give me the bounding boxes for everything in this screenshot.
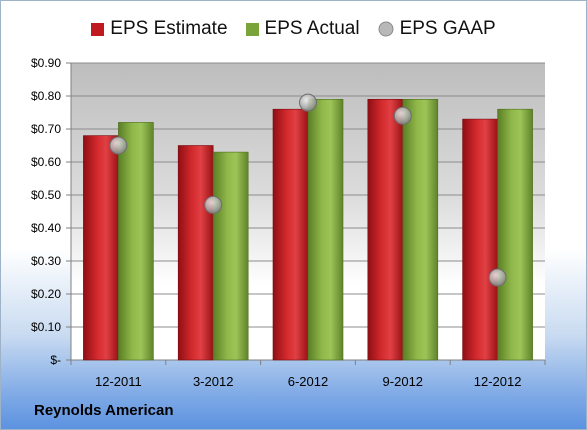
y-tick-label: $- xyxy=(50,353,61,367)
company-name: Reynolds American xyxy=(34,402,174,419)
x-tick-label: 9-2012 xyxy=(383,374,423,389)
y-tick-label: $0.40 xyxy=(31,221,61,235)
legend: EPS Estimate EPS Actual EPS GAAP xyxy=(1,15,586,43)
marker-eps-gaap xyxy=(488,268,507,287)
marker-eps-gaap xyxy=(109,136,128,155)
bar-eps-actual xyxy=(212,151,249,361)
bar-eps-actual xyxy=(402,99,439,361)
y-tick-label: $0.30 xyxy=(31,254,61,268)
y-tick-label: $0.50 xyxy=(31,188,61,202)
legend-swatch-gaap xyxy=(378,21,394,37)
y-tick-label: $0.10 xyxy=(31,320,61,334)
x-tick-label: 3-2012 xyxy=(193,374,233,389)
bar-eps-actual xyxy=(307,99,344,361)
legend-label-estimate: EPS Estimate xyxy=(110,18,228,39)
legend-item-actual: EPS Actual xyxy=(245,18,360,40)
y-tick-label: $0.80 xyxy=(31,89,61,103)
legend-swatch-actual xyxy=(245,22,259,36)
y-tick-label: $0.90 xyxy=(31,56,61,70)
bar-eps-estimate xyxy=(272,108,309,361)
x-tick-label: 12-2012 xyxy=(474,374,522,389)
marker-eps-gaap xyxy=(299,93,317,112)
legend-label-actual: EPS Actual xyxy=(264,18,360,39)
bar-eps-estimate xyxy=(462,118,498,361)
x-tick-label: 12-2011 xyxy=(95,374,142,389)
marker-eps-gaap xyxy=(393,106,412,125)
bar-eps-estimate xyxy=(367,99,404,361)
y-tick-label: $0.20 xyxy=(31,287,61,301)
bar-eps-estimate xyxy=(83,135,119,361)
y-tick-label: $0.60 xyxy=(31,155,61,169)
bar-eps-actual xyxy=(497,108,533,361)
legend-label-gaap: EPS GAAP xyxy=(399,18,496,39)
marker-eps-gaap xyxy=(204,195,223,214)
bar-eps-actual xyxy=(118,122,154,361)
x-tick-label: 6-2012 xyxy=(288,374,328,389)
bar-eps-estimate xyxy=(177,145,214,361)
legend-item-gaap: EPS GAAP xyxy=(378,18,496,40)
y-tick-label: $0.70 xyxy=(31,122,61,136)
legend-swatch-estimate xyxy=(91,22,105,36)
legend-item-estimate: EPS Estimate xyxy=(91,18,228,40)
